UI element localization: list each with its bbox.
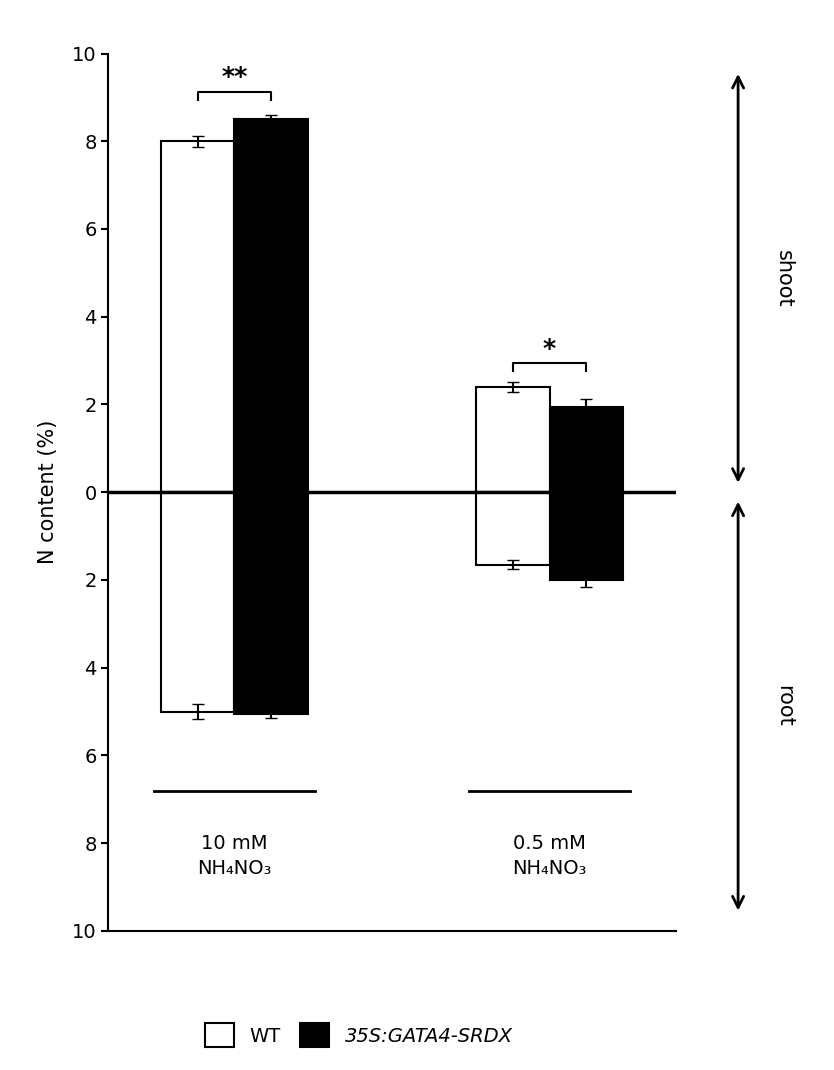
Text: *: * bbox=[543, 337, 556, 361]
Y-axis label: N content (%): N content (%) bbox=[38, 421, 58, 564]
Text: root: root bbox=[774, 685, 794, 727]
Bar bbox=[234, 120, 308, 492]
Bar bbox=[550, 492, 623, 580]
Text: shoot: shoot bbox=[774, 249, 794, 307]
Bar bbox=[550, 407, 623, 492]
Bar bbox=[161, 141, 234, 492]
Text: 0.5 mM
NH₄NO₃: 0.5 mM NH₄NO₃ bbox=[512, 835, 586, 878]
Text: 10 mM
NH₄NO₃: 10 mM NH₄NO₃ bbox=[198, 835, 272, 878]
Text: **: ** bbox=[221, 65, 248, 90]
Bar bbox=[161, 492, 234, 712]
Legend: WT, 35S:GATA4-SRDX: WT, 35S:GATA4-SRDX bbox=[197, 1015, 520, 1055]
Bar bbox=[234, 492, 308, 714]
Bar bbox=[476, 492, 550, 565]
Bar bbox=[476, 387, 550, 492]
